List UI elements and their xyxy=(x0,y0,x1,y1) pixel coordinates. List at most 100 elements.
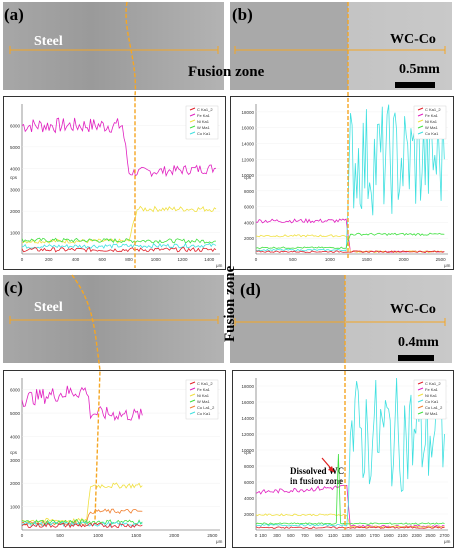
x-tick-label-3-4: 700 xyxy=(301,533,309,538)
x-tick-label-0-4: 800 xyxy=(125,257,133,262)
series-line-2-2 xyxy=(21,508,143,527)
series-line-3-0 xyxy=(255,484,445,528)
scale-bar-top xyxy=(395,82,435,88)
x-tick-label-3-5: 900 xyxy=(315,533,323,538)
legend-label-2-5: Co Ka1 xyxy=(197,411,211,416)
x-tick-label-2-3: 1500 xyxy=(131,533,142,538)
series-line-0-4 xyxy=(21,247,217,253)
y-tick-label-1-8: 18000 xyxy=(241,110,254,115)
legend-label-3-5: W Ma1 xyxy=(425,411,438,416)
label-steel-bottom: Steel xyxy=(34,300,63,315)
x-tick-label-0-6: 1200 xyxy=(178,257,189,262)
micrograph-a xyxy=(3,2,224,90)
series-line-3-1 xyxy=(255,513,445,528)
legend-swatch-1-3 xyxy=(417,125,424,129)
legend-swatch-2-1 xyxy=(189,387,196,391)
legend-label-2-2: Ni Ka1 xyxy=(197,393,210,398)
y-tick-label-1-2: 6000 xyxy=(244,205,255,210)
x-tick-label-3-14: 2700 xyxy=(440,533,451,538)
x-tick-label-1-0: 0 xyxy=(255,257,258,262)
legend-label-0-0: C Ka1_2 xyxy=(197,107,213,112)
legend-label-3-4: Cu La1_2 xyxy=(425,405,443,410)
legend-label-1-3: W Ma1 xyxy=(425,125,438,130)
legend-swatch-1-0 xyxy=(417,107,424,111)
legend-label-0-4: Co Ka1 xyxy=(197,131,211,136)
y-tick-label-0-3: 4000 xyxy=(10,166,21,171)
scale-bar-bottom xyxy=(398,355,434,361)
legend-label-3-0: C Ka1_2 xyxy=(425,381,441,386)
y-unit-3: cps xyxy=(244,450,252,455)
x-tick-label-0-1: 200 xyxy=(45,257,53,262)
y-tick-label-3-1: 4000 xyxy=(244,496,255,501)
x-tick-label-3-7: 1300 xyxy=(342,533,353,538)
x-tick-label-2-4: 2000 xyxy=(169,533,180,538)
series-line-3-4 xyxy=(255,526,445,529)
x-tick-label-2-0: 0 xyxy=(21,533,24,538)
y-tick-label-3-8: 18000 xyxy=(241,384,254,389)
legend-swatch-3-4 xyxy=(417,405,424,409)
y-tick-label-1-0: 2000 xyxy=(244,236,255,241)
label-wcco-bottom: WC-Co xyxy=(390,302,436,317)
y-unit-2: cps xyxy=(10,450,18,455)
legend-box-3 xyxy=(413,379,447,420)
y-tick-label-1-4: 10000 xyxy=(241,173,254,178)
y-tick-label-1-1: 4000 xyxy=(244,220,255,225)
label-steel-top: Steel xyxy=(34,34,63,49)
x-tick-label-1-3: 1500 xyxy=(362,257,373,262)
x-tick-label-1-4: 2000 xyxy=(399,257,410,262)
micrograph-d-left xyxy=(230,275,345,363)
legend-label-2-1: Fe Ka1 xyxy=(197,387,211,392)
panel-label-a: (a) xyxy=(4,5,24,24)
fusion-boundary-2 xyxy=(71,274,101,521)
legend-label-3-3: Co Ka1 xyxy=(425,399,439,404)
x-tick-label-0-5: 1000 xyxy=(151,257,162,262)
y-tick-label-3-2: 6000 xyxy=(244,480,255,485)
x-tick-label-3-6: 1100 xyxy=(328,533,338,538)
legend-label-0-2: Ni Ka1 xyxy=(197,119,210,124)
x-tick-label-3-11: 2100 xyxy=(398,533,409,538)
legend-label-3-1: Fe Ka1 xyxy=(425,387,439,392)
legend-swatch-1-2 xyxy=(417,119,424,123)
legend-swatch-3-2 xyxy=(417,393,424,397)
x-tick-label-3-13: 2500 xyxy=(426,533,437,538)
y-tick-label-0-4: 5000 xyxy=(10,145,21,150)
y-tick-label-2-1: 2000 xyxy=(10,481,21,486)
y-tick-label-2-5: 6000 xyxy=(10,388,21,393)
legend-swatch-3-0 xyxy=(417,381,424,385)
y-tick-label-2-2: 3000 xyxy=(10,458,21,463)
scale-label-top: 0.5mm xyxy=(399,62,440,77)
y-tick-label-2-3: 4000 xyxy=(10,434,21,439)
fusion-boundary-0 xyxy=(125,1,137,268)
x-tick-label-3-2: 300 xyxy=(273,533,281,538)
y-tick-label-0-5: 6000 xyxy=(10,123,21,128)
legend-box-2 xyxy=(185,379,219,420)
y-tick-label-3-7: 16000 xyxy=(241,400,254,405)
dissolved-wc-arrowhead xyxy=(328,466,334,472)
y-tick-label-3-4: 10000 xyxy=(241,448,254,453)
x-unit-2: μm xyxy=(216,539,223,544)
y-tick-label-1-6: 14000 xyxy=(241,141,254,146)
y-tick-label-3-0: 2000 xyxy=(244,512,255,517)
x-unit-0: μm xyxy=(216,263,223,268)
series-line-1-2 xyxy=(255,104,445,252)
x-unit-3: μm xyxy=(444,539,451,544)
legend-label-0-3: W Ma1 xyxy=(197,125,210,130)
series-line-2-1 xyxy=(21,482,143,524)
series-line-1-4 xyxy=(255,250,445,253)
series-line-3-3 xyxy=(255,453,445,525)
panel-label-d: (d) xyxy=(240,280,261,299)
x-tick-label-0-0: 0 xyxy=(21,257,24,262)
series-line-1-3 xyxy=(255,232,445,249)
x-tick-label-1-1: 500 xyxy=(289,257,297,262)
legend-swatch-2-2 xyxy=(189,393,196,397)
x-tick-label-3-9: 1700 xyxy=(370,533,381,538)
y-tick-label-0-2: 3000 xyxy=(10,188,21,193)
legend-label-1-1: Fe Ka1 xyxy=(425,113,439,118)
legend-label-1-4: Co Ka1 xyxy=(425,131,439,136)
series-line-0-2 xyxy=(21,237,216,244)
legend-label-2-3: W Ma1 xyxy=(197,399,210,404)
x-tick-label-0-3: 600 xyxy=(99,257,107,262)
series-line-3-2 xyxy=(255,377,445,527)
x-tick-label-3-10: 1900 xyxy=(384,533,395,538)
x-tick-label-3-1: 100 xyxy=(259,533,267,538)
